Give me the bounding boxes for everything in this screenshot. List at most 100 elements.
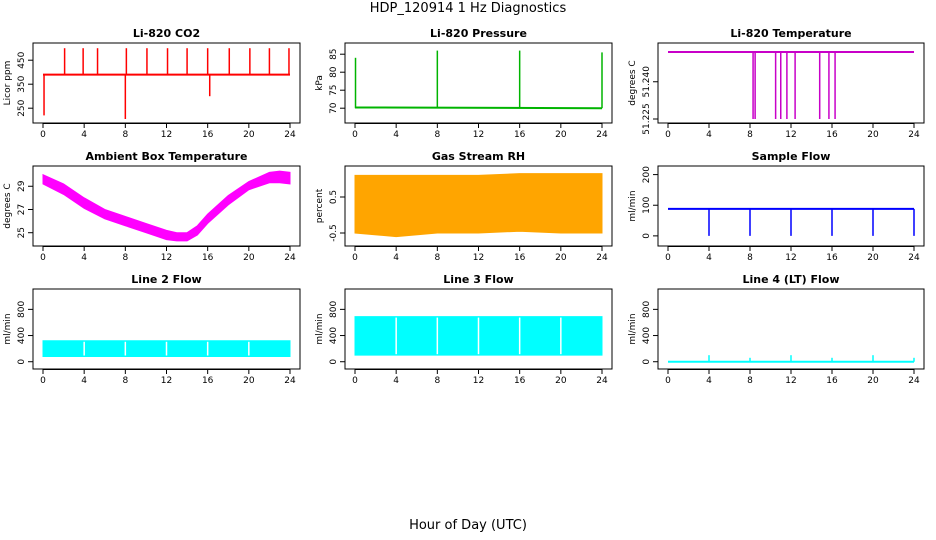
x-tick-label: 4 [393,253,399,263]
y-axis-label: ml/min [315,313,325,344]
y-tick-label: 0 [329,359,339,365]
x-tick-label: 16 [202,253,214,263]
x-tick-label: 24 [908,253,920,263]
x-tick-label: 0 [665,376,671,386]
panel-title: Li-820 CO2 [133,27,200,40]
panel-title: Ambient Box Temperature [86,150,248,163]
y-tick-label: 0 [17,359,27,365]
x-tick-label: 12 [473,253,484,263]
x-tick-label: 8 [122,130,128,140]
x-tick-label: 12 [785,376,796,386]
data-line [354,106,603,110]
x-tick-label: 0 [352,253,358,263]
y-tick-label: 800 [329,301,339,318]
x-tick-label: 4 [393,376,399,386]
panel-li-820-temperature: Li-820 Temperature degrees C 0 4 8 12 16 20 24 51… [628,27,925,140]
panel-title: Gas Stream RH [432,150,525,163]
y-tick-label: 0 [642,359,652,365]
x-tick-label: 24 [284,376,296,386]
x-tick-label: 24 [908,130,920,140]
x-tick-label: 12 [473,130,484,140]
y-tick-label: 25 [17,227,27,238]
y-tick-label: 800 [642,301,652,318]
y-axis-label: degrees C [3,183,13,228]
y-tick-label: 450 [17,51,27,68]
x-tick-label: 4 [81,130,87,140]
panel-title: Li-820 Temperature [730,27,851,40]
x-tick-label: 12 [785,130,796,140]
x-tick-label: 16 [514,130,526,140]
panel-title: Line 4 (LT) Flow [743,273,840,286]
y-tick-label: 250 [17,99,27,116]
y-tick-label: 80 [329,66,339,78]
x-tick-label: 20 [555,376,567,386]
x-tick-label: 20 [555,253,567,263]
panel-title: Sample Flow [752,150,831,163]
panel-gas-stream-rh: Gas Stream RH percent 0 4 8 12 16 20 24 -0.5 0.5 [315,150,613,263]
x-tick-label: 24 [596,130,608,140]
plot-frame [657,42,925,124]
y-tick-label: 51.240 [642,66,652,98]
panel-line-2-flow: Line 2 Flow ml/min 0 4 8 12 16 20 24 0 400 800 [3,273,301,386]
y-tick-label: 350 [17,75,27,92]
y-tick-label: 800 [17,301,27,318]
x-tick-label: 24 [596,376,608,386]
data-band [354,173,603,238]
x-tick-label: 0 [665,253,671,263]
y-axis-label: degrees C [628,60,638,105]
y-tick-label: 400 [17,327,27,344]
x-tick-label: 24 [596,253,608,263]
x-tick-label: 12 [161,376,172,386]
x-tick-label: 8 [122,253,128,263]
x-tick-label: 24 [284,130,296,140]
x-tick-label: 4 [706,376,712,386]
x-tick-label: 0 [40,130,46,140]
x-tick-label: 24 [284,253,296,263]
panel-line-3-flow: Line 3 Flow ml/min 0 4 8 12 16 20 24 0 400 800 [315,273,613,386]
x-tick-label: 4 [81,253,87,263]
x-tick-label: 20 [243,253,255,263]
y-axis-label: percent [315,188,325,223]
y-tick-label: 200 [642,166,652,183]
x-tick-label: 20 [867,253,879,263]
y-tick-label: 400 [642,327,652,344]
x-tick-label: 0 [352,130,358,140]
x-tick-label: 8 [747,130,753,140]
y-tick-label: 51.225 [642,103,652,135]
x-tick-label: 16 [514,376,526,386]
x-tick-label: 4 [706,130,712,140]
y-tick-label: 0.5 [329,190,339,204]
x-tick-label: 0 [40,376,46,386]
x-tick-label: 20 [867,130,879,140]
y-tick-label: 27 [17,204,27,215]
y-tick-label: 70 [329,102,339,114]
x-tick-label: 16 [826,376,838,386]
plot-frame [32,288,301,370]
y-tick-label: -0.5 [329,224,339,242]
x-tick-label: 4 [393,130,399,140]
x-tick-label: 12 [473,376,484,386]
x-tick-label: 12 [785,253,796,263]
y-tick-label: 29 [17,180,27,192]
x-tick-label: 12 [161,253,172,263]
x-tick-label: 16 [514,253,526,263]
plot-frame [344,42,613,124]
plot-frame [32,42,301,124]
y-tick-label: 75 [329,84,339,95]
x-tick-label: 20 [867,376,879,386]
x-tick-label: 16 [826,253,838,263]
x-tick-label: 0 [352,376,358,386]
x-tick-label: 12 [161,130,172,140]
y-axis-label: ml/min [628,190,638,221]
panel-line-4-lt-flow: Line 4 (LT) Flow ml/min 0 4 8 12 16 20 24 0 400 800 [628,273,925,386]
x-tick-label: 20 [243,130,255,140]
figure-x-axis-label: Hour of Day (UTC) [409,518,527,533]
y-tick-label: 100 [642,196,652,213]
x-tick-label: 16 [202,376,214,386]
x-tick-label: 20 [243,376,255,386]
y-tick-label: 85 [329,48,339,59]
x-tick-label: 8 [434,253,440,263]
x-tick-label: 8 [122,376,128,386]
panel-sample-flow: Sample Flow ml/min 0 4 8 12 16 20 24 0 100 200 [628,150,925,263]
panel-li-820-co2: Li-820 CO2 Licor ppm 0 4 8 12 16 20 24 250 350 450 [3,27,301,140]
